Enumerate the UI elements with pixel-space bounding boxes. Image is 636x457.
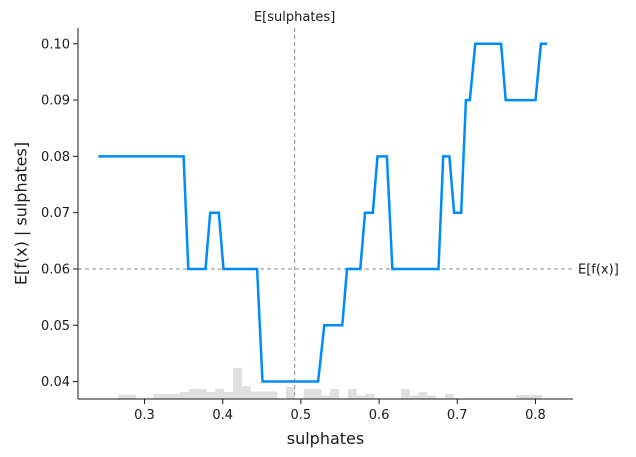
- histogram-bar: [400, 389, 410, 399]
- x-tick-label: 0.7: [447, 408, 468, 423]
- x-tick-label: 0.4: [212, 408, 233, 423]
- histogram-bar: [153, 394, 163, 399]
- histogram-bar: [524, 395, 534, 399]
- histogram-bar: [445, 394, 454, 399]
- mean-x-label: E[sulphates]: [254, 10, 335, 25]
- histogram-bar: [171, 394, 180, 399]
- histogram-bar: [188, 389, 198, 399]
- histogram-bar: [515, 395, 525, 399]
- y-tick-label: 0.10: [41, 37, 70, 52]
- histogram-bar: [347, 389, 357, 399]
- histogram-bar: [224, 392, 233, 399]
- y-axis-title: E[f(x) | sulphates]: [12, 142, 31, 285]
- histogram-bar: [259, 391, 269, 399]
- y-tick-label: 0.08: [41, 150, 70, 165]
- dependence-line-series: [98, 42, 548, 383]
- y-tick-label: 0.05: [41, 319, 70, 334]
- x-tick-label: 0.3: [134, 408, 155, 423]
- histogram-bar: [418, 392, 428, 399]
- y-tick-label: 0.04: [41, 375, 70, 390]
- histogram-bar: [197, 389, 207, 399]
- series-line: [98, 42, 548, 383]
- histogram-bar: [409, 395, 419, 399]
- x-tick-label: 0.6: [369, 408, 390, 423]
- histogram-bar: [356, 395, 366, 399]
- histogram-bar: [206, 392, 216, 399]
- histogram-bar: [118, 394, 127, 399]
- axes: 0.3 0.4 0.5 0.6 0.7 0.8 0.040.050.060.070.080…: [12, 28, 573, 448]
- x-tick-label: 0.5: [291, 408, 312, 423]
- histogram-bar: [126, 394, 136, 399]
- histogram-bar: [250, 391, 260, 399]
- y-ticks: 0.04 0.05 0.06 0.07 0.08 0.09 0.10: [41, 37, 78, 390]
- histogram: [118, 368, 543, 399]
- histogram-bar: [241, 386, 251, 399]
- y-tick-label: 0.06: [41, 262, 70, 277]
- histogram-bar: [215, 389, 225, 399]
- histogram-bar: [286, 387, 295, 399]
- y-tick-label: 0.09: [41, 94, 70, 109]
- histogram-bar: [232, 368, 242, 399]
- histogram-bar: [427, 395, 437, 399]
- histogram-bar: [533, 395, 543, 399]
- x-axis-title: sulphates: [287, 429, 364, 448]
- histogram-bar: [162, 394, 172, 399]
- histogram-bar: [321, 395, 331, 399]
- histogram-bar: [303, 389, 313, 399]
- histogram-bar: [268, 391, 278, 399]
- y-tick-label: 0.07: [41, 206, 70, 221]
- histogram-bar: [365, 394, 375, 399]
- histogram-bar: [330, 389, 340, 399]
- reference-lines: E[sulphates] E[f(x)]: [78, 10, 619, 399]
- mean-prediction-label: E[f(x)]: [578, 262, 619, 277]
- x-tick-label: 0.8: [525, 408, 546, 423]
- histogram-bar: [179, 392, 189, 399]
- histogram-bar: [312, 389, 322, 399]
- x-ticks: 0.3 0.4 0.5 0.6 0.7 0.8: [134, 399, 546, 423]
